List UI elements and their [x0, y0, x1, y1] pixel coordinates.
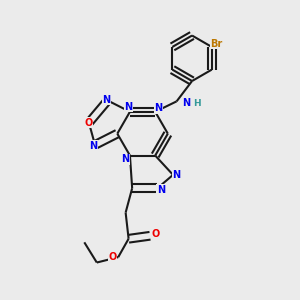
Text: O: O — [109, 252, 117, 262]
Text: O: O — [84, 118, 92, 128]
Text: N: N — [102, 95, 110, 105]
Text: N: N — [124, 102, 133, 112]
Text: N: N — [122, 154, 130, 164]
Text: N: N — [172, 170, 181, 180]
Text: N: N — [154, 103, 162, 113]
Text: N: N — [182, 98, 191, 108]
Text: H: H — [193, 99, 201, 108]
Text: O: O — [151, 229, 160, 239]
Text: Br: Br — [210, 39, 222, 49]
Text: N: N — [89, 140, 98, 151]
Text: N: N — [157, 185, 165, 195]
